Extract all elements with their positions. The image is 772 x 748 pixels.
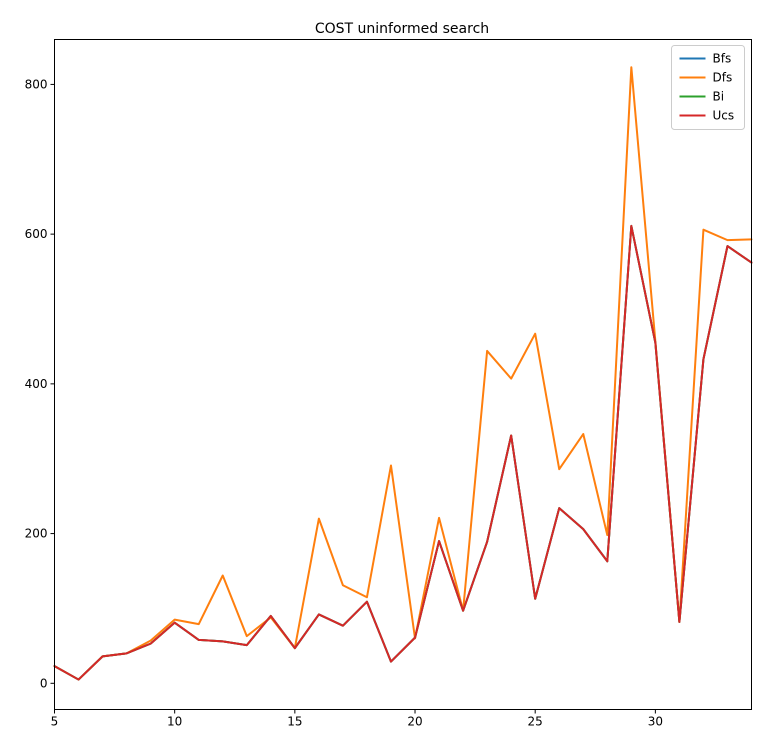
x-tick-label: 25 xyxy=(528,715,543,729)
y-tick-label: 800 xyxy=(25,77,48,91)
legend-label-bfs: Bfs xyxy=(713,52,732,66)
legend-box xyxy=(671,45,745,130)
chart-title: COST uninformed search xyxy=(315,21,489,37)
series-line-ucs xyxy=(53,224,753,681)
plot-frame xyxy=(54,39,752,710)
legend-label-dfs: Dfs xyxy=(713,71,733,85)
series-layer xyxy=(53,66,753,681)
y-tick-label: 0 xyxy=(40,676,48,690)
plot-background xyxy=(54,39,752,710)
legend-label-ucs: Ucs xyxy=(713,109,735,123)
y-tick-label: 600 xyxy=(25,227,48,241)
x-tick-label: 5 xyxy=(51,715,59,729)
legend: Bfs Dfs Bi Ucs xyxy=(671,45,745,130)
y-tick-label: 400 xyxy=(25,377,48,391)
legend-label-bi: Bi xyxy=(713,90,725,104)
series-line-dfs xyxy=(53,66,753,681)
y-tick-label: 200 xyxy=(25,527,48,541)
x-tick-label: 10 xyxy=(167,715,182,729)
x-tick-label: 20 xyxy=(407,715,422,729)
x-tick-label: 30 xyxy=(648,715,663,729)
x-tick-label: 15 xyxy=(287,715,302,729)
axes-layer: 5 10 15 20 25 30 0 200 400 600 800 xyxy=(25,39,752,729)
